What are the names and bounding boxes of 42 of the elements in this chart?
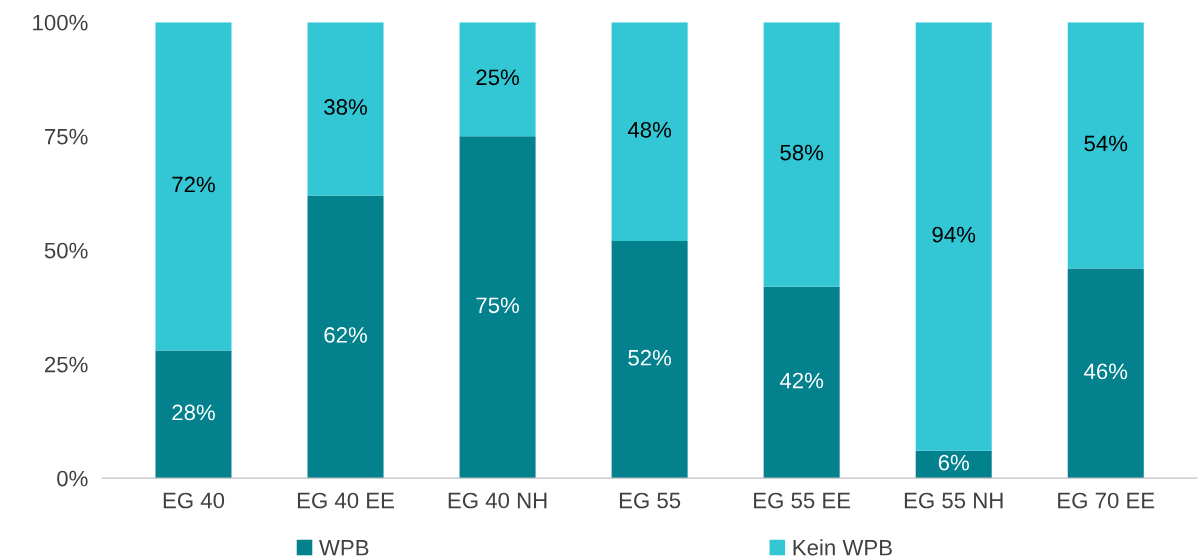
data-label: 38% [324,99,367,115]
data-label: 54% [1084,135,1128,152]
bar [307,22,384,196]
bar [307,195,384,479]
y-tick-label: 75% [45,128,88,145]
x-tick-label: EG 55 [619,492,681,509]
data-label: 42% [779,372,824,389]
bar [1067,268,1144,479]
data-label: 62% [324,327,367,343]
x-tick-label: EG 70 EE [1058,492,1155,509]
y-tick-label: 25% [45,356,88,373]
bar [459,136,536,479]
data-label: 6% [938,454,969,471]
bar [611,241,688,479]
bar [763,22,840,287]
data-label: 48% [627,121,672,138]
x-tick-label: EG 40 NH [448,492,547,509]
data-label: 52% [628,349,672,366]
legend-label: Kein WPB [793,539,892,556]
bar [155,350,232,479]
bar [915,450,992,479]
y-tick-label: 50% [44,242,88,259]
data-label: 72% [172,176,215,193]
legend-label: WPB [319,540,369,556]
y-tick-label: 100% [33,14,88,31]
data-label: 25% [476,69,520,86]
data-label: 46% [1084,363,1128,380]
x-tick-label: EG 40 [163,492,225,509]
bar [1067,22,1144,269]
data-label: 28% [172,404,215,421]
bar [763,286,840,479]
x-tick-label: EG 40 EE [297,492,394,509]
x-tick-label: EG 55 NH [904,492,1003,509]
bar [155,22,232,351]
bar [915,22,992,451]
data-label: 94% [932,226,976,243]
bar [459,22,536,137]
bar [611,22,688,242]
data-label: 75% [476,297,520,314]
y-tick-label: 0% [57,470,88,487]
data-label: 58% [780,144,824,161]
x-tick-label: EG 55 EE [754,492,851,509]
